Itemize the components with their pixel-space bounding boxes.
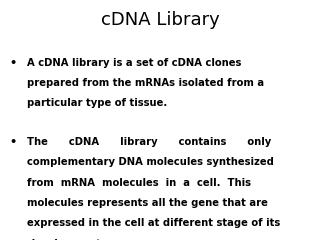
Text: cDNA Library: cDNA Library	[100, 11, 220, 29]
Text: The      cDNA      library      contains      only: The cDNA library contains only	[27, 137, 271, 147]
Text: complementary DNA molecules synthesized: complementary DNA molecules synthesized	[27, 157, 274, 167]
Text: •: •	[10, 137, 17, 147]
Text: molecules represents all the gene that are: molecules represents all the gene that a…	[27, 198, 268, 208]
Text: from  mRNA  molecules  in  a  cell.  This: from mRNA molecules in a cell. This	[27, 178, 251, 188]
Text: •: •	[10, 58, 17, 68]
Text: development.: development.	[27, 239, 105, 240]
Text: prepared from the mRNAs isolated from a: prepared from the mRNAs isolated from a	[27, 78, 264, 88]
Text: A cDNA library is a set of cDNA clones: A cDNA library is a set of cDNA clones	[27, 58, 242, 68]
Text: particular type of tissue.: particular type of tissue.	[27, 98, 167, 108]
Text: expressed in the cell at different stage of its: expressed in the cell at different stage…	[27, 218, 280, 228]
